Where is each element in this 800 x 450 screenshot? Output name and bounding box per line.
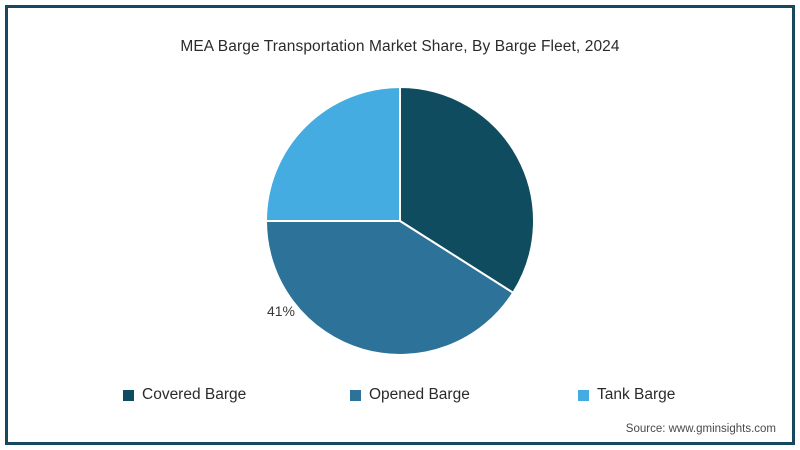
legend-swatch-opened-barge (350, 389, 361, 401)
legend-item-opened-barge[interactable]: Opened Barge (350, 382, 470, 408)
pie-chart-svg (265, 86, 535, 356)
pie-slice-label-opened-barge: 41% (266, 303, 295, 319)
pie-slice-group (265, 86, 535, 356)
legend-item-tank-barge[interactable]: Tank Barge (578, 382, 675, 408)
legend-swatch-covered-barge (123, 389, 134, 401)
chart-title: MEA Barge Transportation Market Share, B… (180, 38, 620, 55)
legend-swatch-tank-barge (578, 389, 589, 401)
pie-slice-tank-barge[interactable] (265, 86, 401, 222)
legend-label-opened-barge: Opened Barge (369, 386, 470, 403)
legend-label-tank-barge: Tank Barge (597, 386, 676, 403)
pie-slice-opened-barge[interactable] (265, 220, 515, 356)
chart-legend: Covered Barge Opened Barge Tank Barge (0, 382, 800, 408)
legend-item-covered-barge[interactable]: Covered Barge (123, 382, 246, 408)
source-attribution: Source: www.gminsights.com (625, 423, 776, 435)
pie-chart (265, 86, 535, 356)
legend-label-covered-barge: Covered Barge (142, 386, 247, 403)
